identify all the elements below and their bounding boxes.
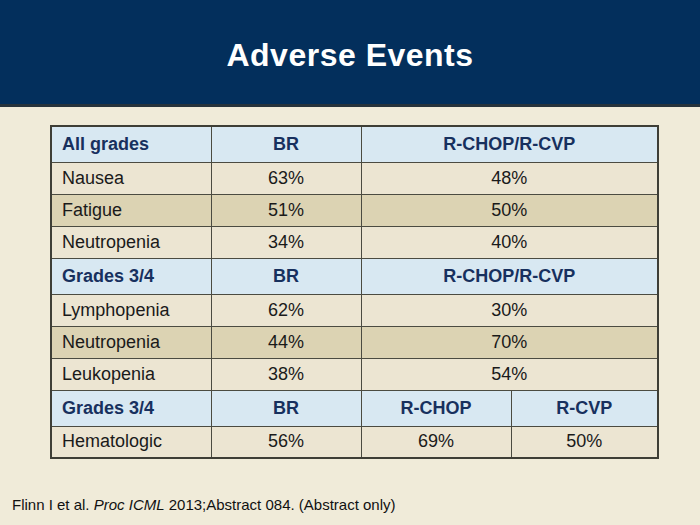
title-band: Adverse Events <box>0 0 700 107</box>
table-cell: 63% <box>211 162 361 194</box>
citation-prefix: Flinn I et al. <box>12 496 94 513</box>
table-cell: 30% <box>361 294 658 326</box>
table-header-cell: R-CHOP <box>361 390 511 426</box>
table-cell: Lymphopenia <box>51 294 211 326</box>
table-header-cell: All grades <box>51 126 211 162</box>
table-cell: 51% <box>211 194 361 226</box>
table-header-row: Grades 3/4BRR-CHOP/R-CVP <box>51 258 658 294</box>
table-row: Leukopenia38%54% <box>51 358 658 390</box>
table-row: Neutropenia44%70% <box>51 326 658 358</box>
table-header-cell: R-CHOP/R-CVP <box>361 258 658 294</box>
table-cell: Nausea <box>51 162 211 194</box>
table-cell: Neutropenia <box>51 326 211 358</box>
table-row: Nausea63%48% <box>51 162 658 194</box>
table-cell: 44% <box>211 326 361 358</box>
table-cell: 62% <box>211 294 361 326</box>
slide-title: Adverse Events <box>226 37 473 74</box>
table-cell: 70% <box>361 326 658 358</box>
table-cell: 48% <box>361 162 658 194</box>
table-cell: 50% <box>361 194 658 226</box>
table-header-cell: R-CHOP/R-CVP <box>361 126 658 162</box>
table-header-cell: Grades 3/4 <box>51 258 211 294</box>
table-cell: 34% <box>211 226 361 258</box>
table-row: Hematologic56%69%50% <box>51 426 658 458</box>
table-header-cell: BR <box>211 126 361 162</box>
table-header-row: All gradesBRR-CHOP/R-CVP <box>51 126 658 162</box>
table-header-row: Grades 3/4BRR-CHOPR-CVP <box>51 390 658 426</box>
table-header-cell: BR <box>211 390 361 426</box>
table-cell: Neutropenia <box>51 226 211 258</box>
table-cell: Hematologic <box>51 426 211 458</box>
table-cell: 54% <box>361 358 658 390</box>
table-header-cell: BR <box>211 258 361 294</box>
table-row: Fatigue51%50% <box>51 194 658 226</box>
table-cell: 38% <box>211 358 361 390</box>
table-row: Neutropenia34%40% <box>51 226 658 258</box>
table-cell: 50% <box>511 426 658 458</box>
table-cell: 69% <box>361 426 511 458</box>
table-header-cell: Grades 3/4 <box>51 390 211 426</box>
table-cell: Fatigue <box>51 194 211 226</box>
citation-suffix: 2013;Abstract 084. (Abstract only) <box>165 496 396 513</box>
table-header-cell: R-CVP <box>511 390 658 426</box>
citation-footer: Flinn I et al. Proc ICML 2013;Abstract 0… <box>12 496 396 513</box>
table-cell: Leukopenia <box>51 358 211 390</box>
table-cell: 40% <box>361 226 658 258</box>
slide: Adverse Events All gradesBRR-CHOP/R-CVPN… <box>0 0 700 525</box>
table-cell: 56% <box>211 426 361 458</box>
adverse-events-table: All gradesBRR-CHOP/R-CVPNausea63%48%Fati… <box>50 125 659 459</box>
adverse-events-table-wrap: All gradesBRR-CHOP/R-CVPNausea63%48%Fati… <box>50 125 659 459</box>
citation-journal: Proc ICML <box>94 496 165 513</box>
table-row: Lymphopenia62%30% <box>51 294 658 326</box>
